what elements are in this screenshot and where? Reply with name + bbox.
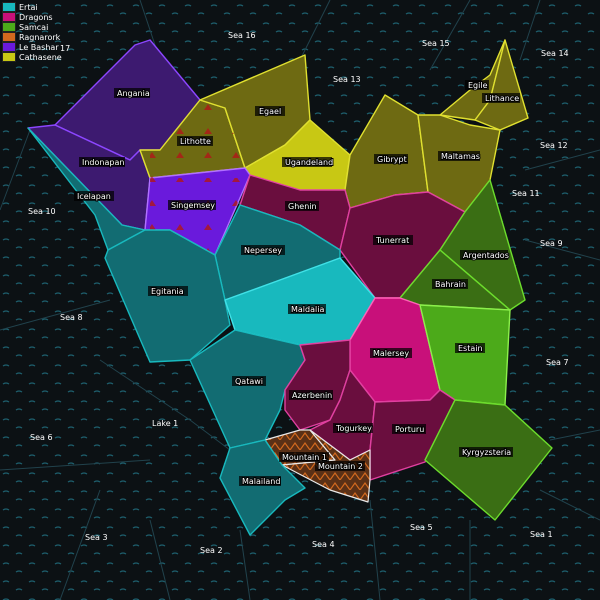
legend-item: Ragnarork	[2, 32, 62, 42]
province-azerbenin[interactable]	[284, 339, 351, 431]
label-kyrgyzsteria: Kyrgyzsteria	[462, 448, 511, 457]
label-egael: Egael	[259, 107, 281, 116]
lake-1-label: Lake 1	[152, 419, 178, 428]
sea-4-label: Sea 4	[312, 540, 335, 549]
sea-10-label: Sea 10	[28, 207, 56, 216]
label-qatawi: Qatawi	[235, 377, 263, 386]
legend-label: Le Bashar	[19, 42, 59, 52]
label-mountain-1: Mountain 1	[282, 453, 327, 462]
label-malailand: Malailand	[242, 477, 280, 486]
sea-3-label: Sea 3	[85, 533, 108, 542]
label-maldalia: Maldalia	[291, 305, 324, 314]
legend-swatch	[2, 2, 16, 12]
sea-9-label: Sea 9	[540, 239, 563, 248]
label-egitania: Egitania	[151, 287, 184, 296]
label-estain: Estain	[458, 344, 483, 353]
legend-swatch	[2, 32, 16, 42]
province-lithance[interactable]	[474, 39, 529, 131]
legend-item: Le Bashar	[2, 42, 62, 52]
label-argentados: Argentados	[463, 251, 509, 260]
label-porturu: Porturu	[395, 425, 424, 434]
legend-swatch	[2, 22, 16, 32]
sea-1-label: Sea 1	[530, 530, 553, 539]
label-egile: Egile	[468, 81, 488, 90]
label-mountain-2: Mountain 2	[318, 462, 363, 471]
label-azerbenin: Azerbenin	[292, 391, 332, 400]
legend-swatch	[2, 12, 16, 22]
legend-label: Ragnarork	[19, 32, 61, 42]
legend-label: Ertai	[19, 2, 38, 12]
legend-item: Cathasene	[2, 52, 62, 62]
label-lithotte: Lithotte	[180, 137, 211, 146]
province-argentados[interactable]	[439, 179, 526, 311]
label-ugandeland: Ugandeland	[285, 158, 333, 167]
label-nepersey: Nepersey	[244, 246, 282, 255]
province-malailand[interactable]	[219, 439, 306, 536]
sea-13-label: Sea 13	[333, 75, 361, 84]
legend-label: Dragons	[19, 12, 53, 22]
label-icelapan: Icelapan	[77, 192, 111, 201]
faction-legend: Ertai Dragons Samcai Ragnarork Le Bashar…	[2, 2, 62, 62]
sea-15-label: Sea 15	[422, 39, 450, 48]
label-tunerrat: Tunerrat	[375, 236, 409, 245]
sea-8-label: Sea 8	[60, 313, 83, 322]
legend-label: Samcai	[19, 22, 49, 32]
label-gibrypt: Gibrypt	[377, 155, 407, 164]
label-maltamas: Maltamas	[441, 152, 480, 161]
legend-item: Samcai	[2, 22, 62, 32]
label-indonapan: Indonapan	[82, 158, 124, 167]
label-bahrain: Bahrain	[435, 280, 466, 289]
label-angania: Angania	[117, 89, 150, 98]
sea-5-label: Sea 5	[410, 523, 433, 532]
label-ghenin: Ghenin	[288, 202, 317, 211]
sea-11-label: Sea 11	[512, 189, 540, 198]
label-togurkey: Togurkey	[335, 424, 372, 433]
label-singemsey: Singemsey	[171, 201, 215, 210]
sea-14-label: Sea 14	[541, 49, 569, 58]
legend-item: Dragons	[2, 12, 62, 22]
label-malersey: Malersey	[373, 349, 409, 358]
label-lithance: Lithance	[485, 94, 519, 103]
sea-6-label: Sea 6	[30, 433, 53, 442]
legend-swatch	[2, 52, 16, 62]
sea-17-label: 17	[60, 44, 70, 53]
legend-label: Cathasene	[19, 52, 62, 62]
sea-7-label: Sea 7	[546, 358, 569, 367]
province-kyrgyzsteria[interactable]	[424, 399, 553, 521]
legend-swatch	[2, 42, 16, 52]
sea-12-label: Sea 12	[540, 141, 568, 150]
legend-item: Ertai	[2, 2, 62, 12]
sea-16-label: Sea 16	[228, 31, 256, 40]
sea-2-label: Sea 2	[200, 546, 223, 555]
